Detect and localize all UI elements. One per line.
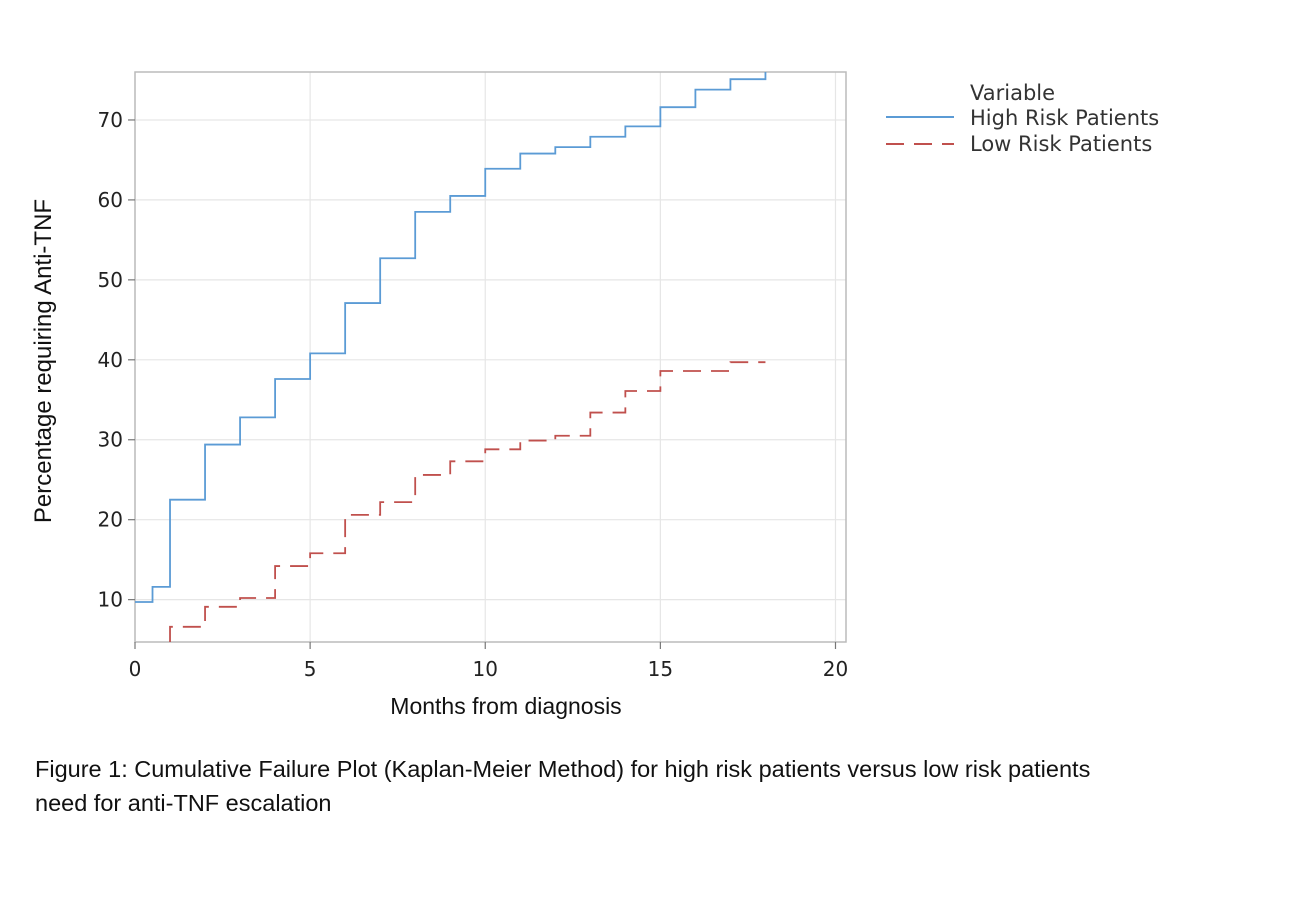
x-tick-label: 0 <box>129 657 142 681</box>
legend: Variable High Risk Patients Low Risk Pat… <box>886 81 1159 156</box>
caption-line-1: Figure 1: Cumulative Failure Plot (Kapla… <box>35 756 1091 782</box>
y-axis-label: Percentage requiring Anti-TNF <box>30 199 57 523</box>
x-tick-label: 20 <box>823 657 848 681</box>
kaplan-meier-chart: 0 5 10 15 20 10 20 30 40 50 60 70 Months from diag… <box>30 71 1159 719</box>
caption-line-2: need for anti-TNF escalation <box>35 790 332 816</box>
legend-title: Variable <box>970 81 1055 105</box>
x-tick-label: 15 <box>648 657 673 681</box>
y-tick-label: 10 <box>98 588 123 612</box>
y-tick-label: 20 <box>98 508 123 532</box>
y-tick-label: 40 <box>98 348 123 372</box>
y-tick-label: 70 <box>98 108 123 132</box>
y-axis-ticks: 10 20 30 40 50 60 70 <box>98 108 135 612</box>
y-tick-label: 50 <box>98 268 123 292</box>
x-axis-ticks: 0 5 10 15 20 <box>129 642 848 681</box>
high-risk-step-line <box>135 72 767 603</box>
low-risk-step-line <box>169 361 766 642</box>
y-tick-label: 60 <box>98 188 123 212</box>
grid-lines <box>134 72 846 642</box>
legend-label-high-risk: High Risk Patients <box>970 106 1159 130</box>
x-tick-label: 10 <box>473 657 498 681</box>
y-tick-label: 30 <box>98 428 123 452</box>
legend-label-low-risk: Low Risk Patients <box>970 132 1152 156</box>
series-layer <box>135 72 767 642</box>
x-axis-label: Months from diagnosis <box>390 693 621 719</box>
figure-caption: Figure 1: Cumulative Failure Plot (Kapla… <box>35 752 1235 820</box>
x-tick-label: 5 <box>304 657 317 681</box>
plot-frame <box>134 71 847 643</box>
